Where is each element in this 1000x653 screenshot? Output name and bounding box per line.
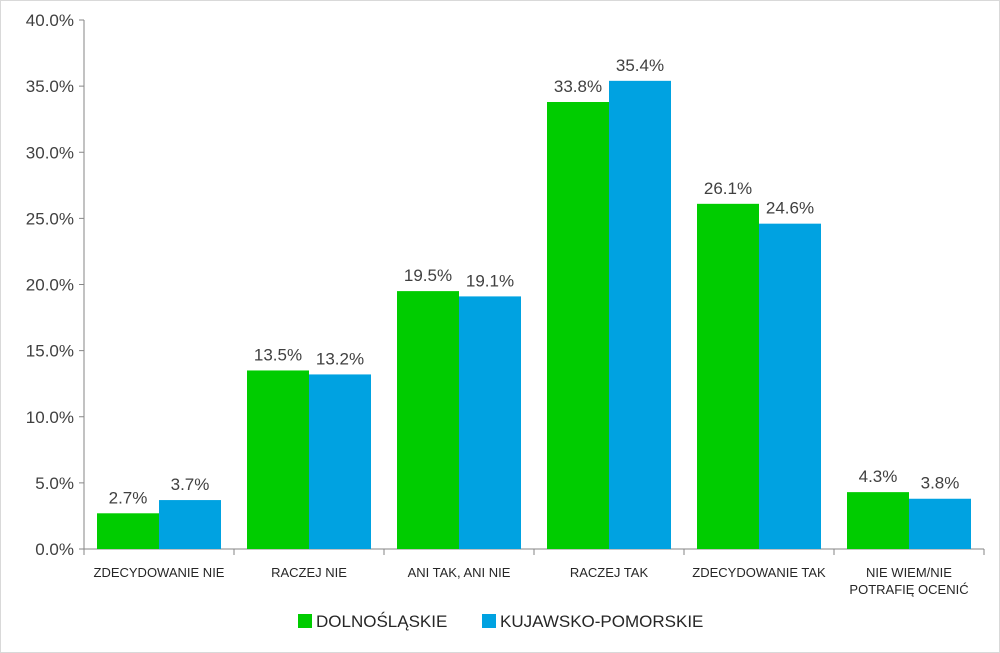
bar (547, 101, 609, 550)
x-category-label: ZDECYDOWANIE TAK (692, 565, 826, 580)
y-tick-label: 40.0% (26, 11, 74, 30)
legend-swatch (298, 614, 312, 628)
data-label: 24.6% (766, 199, 814, 218)
bar (609, 80, 671, 550)
y-tick-label: 15.0% (26, 342, 74, 361)
bar (247, 370, 309, 549)
data-label: 2.7% (109, 488, 148, 507)
bar (459, 296, 521, 549)
bar (309, 374, 371, 549)
data-label: 19.1% (466, 271, 514, 290)
data-label: 3.8% (921, 474, 960, 493)
x-category-label: RACZEJ TAK (570, 565, 649, 580)
y-tick-label: 25.0% (26, 209, 74, 228)
data-label: 3.7% (171, 475, 210, 494)
bar (847, 492, 909, 549)
x-category-label: ANI TAK, ANI NIE (408, 565, 511, 580)
legend-swatch (482, 614, 496, 628)
y-tick-label: 20.0% (26, 276, 74, 295)
y-tick-label: 30.0% (26, 143, 74, 162)
x-category-label: ZDECYDOWANIE NIE (94, 565, 225, 580)
bar (697, 203, 759, 549)
legend-label: DOLNOŚLĄSKIE (316, 612, 447, 631)
y-tick-label: 35.0% (26, 77, 74, 96)
data-label: 19.5% (404, 266, 452, 285)
y-tick-label: 5.0% (35, 474, 74, 493)
y-tick-label: 10.0% (26, 408, 74, 427)
x-category-label: RACZEJ NIE (271, 565, 347, 580)
x-category-label: POTRAFIĘ OCENIĆ (849, 582, 968, 597)
bar (397, 291, 459, 549)
data-label: 35.4% (616, 56, 664, 75)
bar (759, 223, 821, 550)
bar (97, 513, 159, 549)
data-label: 4.3% (859, 467, 898, 486)
legend-label: KUJAWSKO-POMORSKIE (500, 612, 703, 631)
y-tick-label: 0.0% (35, 540, 74, 559)
data-label: 33.8% (554, 77, 602, 96)
data-label: 26.1% (704, 179, 752, 198)
bar (909, 498, 971, 549)
data-label: 13.5% (254, 345, 302, 364)
data-label: 13.2% (316, 349, 364, 368)
bar (159, 500, 221, 549)
x-category-label: NIE WIEM/NIE (866, 565, 952, 580)
